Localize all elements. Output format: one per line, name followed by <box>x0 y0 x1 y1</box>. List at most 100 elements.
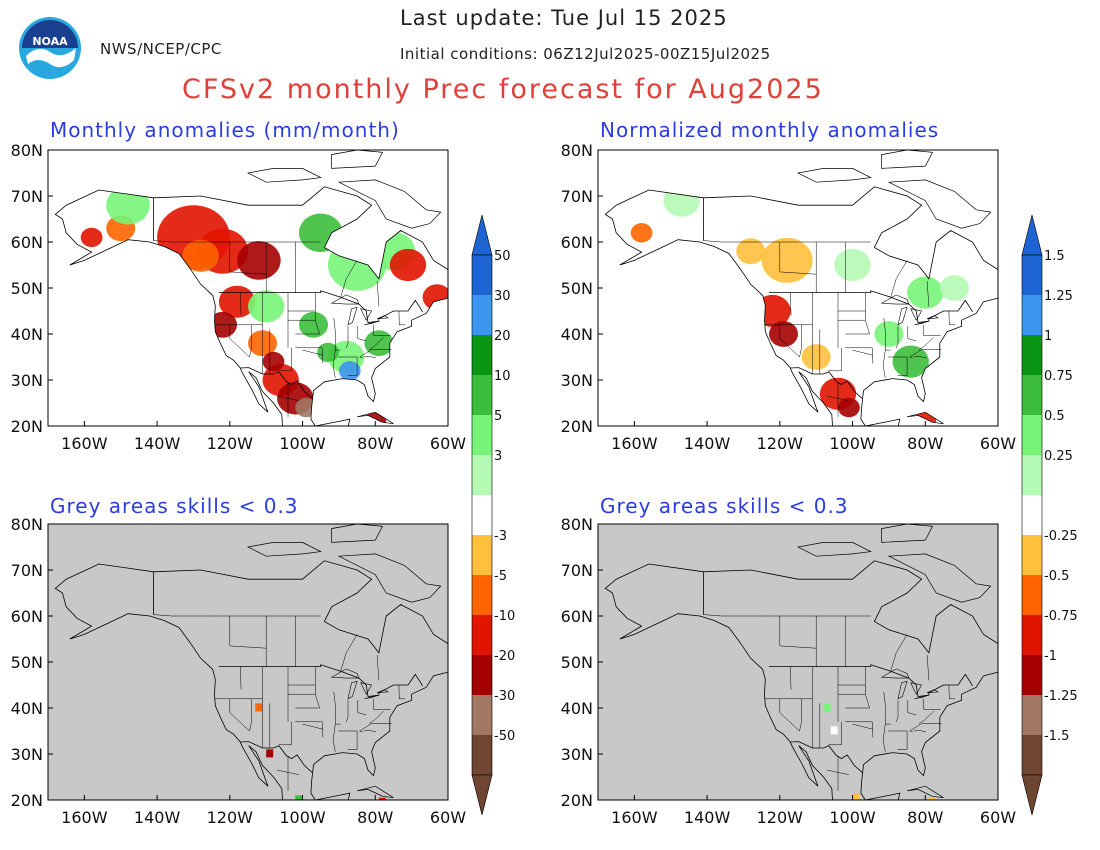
lat-label: 40N <box>11 325 43 344</box>
state-border <box>321 721 324 738</box>
state-border <box>277 769 299 775</box>
state-border <box>907 326 917 342</box>
lon-label: 160W <box>61 434 108 453</box>
state-border <box>345 326 349 348</box>
lat-label: 50N <box>11 279 43 298</box>
colorbar-swatch <box>1022 615 1042 655</box>
state-border <box>913 355 927 359</box>
lat-label: 80N <box>561 515 593 534</box>
island-coast <box>881 150 934 169</box>
lake <box>897 680 908 700</box>
colorbar-swatch <box>1022 295 1042 335</box>
lat-label: 40N <box>561 699 593 718</box>
state-border <box>278 721 292 746</box>
state-border <box>895 700 899 722</box>
state-border <box>358 349 392 359</box>
colorbar-swatch <box>1022 455 1042 495</box>
lat-label: 30N <box>561 745 593 764</box>
map-panel-1: 80N 70N 60N 50N 40N 30N 20N 160W 140W 120W 100W 80W… <box>11 141 473 453</box>
lat-label: 50N <box>561 653 593 672</box>
state-border <box>358 723 392 733</box>
state-border <box>852 723 873 730</box>
island-coast <box>1005 281 1023 302</box>
state-border <box>918 711 934 724</box>
colorbar-label: -50 <box>494 729 515 744</box>
state-border <box>345 700 349 722</box>
state-border <box>340 634 358 672</box>
state-border <box>871 721 874 738</box>
map-panel-3: 80N 70N 60N 50N 40N 30N 20N 160W 140W 120W 100W 80W… <box>11 515 467 827</box>
state-border <box>332 317 336 378</box>
state-border <box>332 691 336 752</box>
lat-label: 40N <box>11 699 43 718</box>
national-border <box>768 664 973 697</box>
lat-label: 20N <box>561 417 593 436</box>
lon-label: 100W <box>829 434 876 453</box>
state-border <box>897 357 908 376</box>
state-border <box>897 731 908 750</box>
colorbar-swatch <box>1022 695 1042 735</box>
state-border <box>315 292 320 335</box>
state-border <box>895 326 899 348</box>
state-border <box>302 723 323 730</box>
colorbar-label: -0.75 <box>1044 609 1078 624</box>
lat-label: 80N <box>11 141 43 160</box>
state-border <box>923 698 941 710</box>
island-coast <box>455 281 473 302</box>
lon-label: 160W <box>611 808 658 827</box>
state-border <box>703 614 871 617</box>
state-border <box>357 326 367 342</box>
colorbar-label: -1.25 <box>1044 689 1078 704</box>
state-border <box>799 698 802 732</box>
state-border <box>368 337 384 350</box>
state-border <box>153 614 321 617</box>
state-border <box>398 310 406 326</box>
colorbar-label: 5 <box>494 409 502 424</box>
island-coast <box>246 542 322 557</box>
lake <box>364 320 379 326</box>
unmasked-cell <box>266 749 274 758</box>
state-border <box>865 292 870 335</box>
colorbar-label: -20 <box>494 649 515 664</box>
state-border <box>347 731 358 750</box>
lat-label: 20N <box>561 791 593 810</box>
island-coast <box>881 524 934 543</box>
colorbar-swatch <box>472 455 492 495</box>
lake <box>360 682 373 695</box>
state-border <box>948 310 956 326</box>
lon-label: 100W <box>279 434 326 453</box>
state-border <box>882 691 886 752</box>
colorbar-bottom-arrow <box>471 774 493 816</box>
island-coast <box>337 179 442 229</box>
colorbar-swatch <box>1022 735 1042 775</box>
lon-label: 80W <box>357 434 393 453</box>
coastline <box>604 186 998 426</box>
colorbar-swatch <box>472 375 492 415</box>
state-border <box>890 634 908 672</box>
lake <box>914 320 929 326</box>
national-border <box>790 367 863 400</box>
unmasked-cell <box>823 703 831 712</box>
lat-label: 70N <box>561 561 593 580</box>
lat-label: 60N <box>561 607 593 626</box>
lon-label: 120W <box>207 434 254 453</box>
coastline <box>604 560 998 800</box>
national-border <box>240 741 313 774</box>
colorbar-swatch <box>472 415 492 455</box>
national-border <box>240 367 313 400</box>
colorbar-label: -3 <box>494 529 507 544</box>
state-border <box>347 357 358 376</box>
state-border <box>373 324 391 336</box>
state-border <box>376 655 380 681</box>
lon-label: 100W <box>829 808 876 827</box>
state-border <box>229 242 267 275</box>
unmasked-cell <box>928 797 936 800</box>
island-coast <box>337 553 442 603</box>
island-coast <box>331 150 384 169</box>
state-border <box>918 337 934 350</box>
island-coast <box>1005 655 1023 676</box>
lat-label: 60N <box>11 607 43 626</box>
colorbar-swatch <box>472 535 492 575</box>
map-background <box>48 524 448 800</box>
lon-label: 160W <box>611 434 658 453</box>
